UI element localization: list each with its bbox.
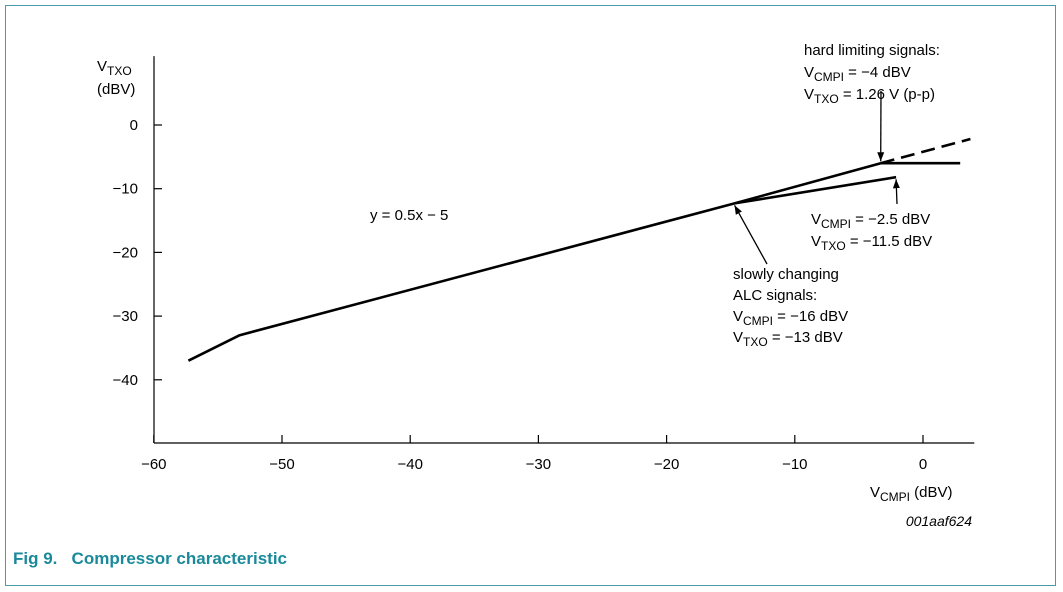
annotation-hard-line: hard limiting signals: bbox=[804, 42, 940, 59]
annotation-slow-arrow bbox=[733, 205, 768, 265]
figure-frame bbox=[5, 5, 1056, 586]
series-line-4 bbox=[734, 175, 897, 205]
figure-caption: Fig 9. Compressor characteristic bbox=[13, 549, 287, 568]
y-axis-unit: (dBV) bbox=[97, 81, 135, 98]
axes bbox=[153, 56, 975, 444]
series-line-2 bbox=[880, 137, 971, 165]
y-tick-label: −30 bbox=[113, 308, 138, 325]
annotation-hard-line: VTXO = 1.26 V (p-p) bbox=[804, 86, 935, 106]
y-axis-label: VTXO bbox=[97, 58, 132, 78]
x-axis-label: VCMPI (dBV) bbox=[870, 484, 953, 504]
x-tick-label: −40 bbox=[397, 456, 422, 473]
labels-group: −60 −50 −40 −30 −20 −10 0 0 −10 −20 −30 −40 VTXO (dBV… bbox=[97, 42, 953, 504]
annotation-limit-line: VCMPI = −2.5 dBV bbox=[811, 211, 930, 231]
annotation-limit-arrow bbox=[892, 179, 900, 205]
annotation-equation-line: y = 0.5x − 5 bbox=[370, 207, 448, 224]
annotation-slow-line: slowly changing bbox=[733, 266, 839, 283]
annotation-slow-line: VTXO = −13 dBV bbox=[733, 329, 843, 349]
annotation-slow-line: ALC signals: bbox=[733, 287, 817, 304]
annotation-hard-line: VCMPI = −4 dBV bbox=[804, 64, 911, 84]
x-tick-label: −30 bbox=[526, 456, 551, 473]
x-tick-label: −20 bbox=[654, 456, 679, 473]
series-group bbox=[187, 137, 971, 362]
y-tick-label: 0 bbox=[130, 117, 138, 134]
annotation-limit-line: VTXO = −11.5 dBV bbox=[811, 233, 932, 253]
y-tick-label: −40 bbox=[113, 372, 138, 389]
figure-code: 001aaf624 bbox=[906, 513, 972, 529]
y-tick-label: −10 bbox=[113, 181, 138, 198]
x-tick-label: −10 bbox=[782, 456, 807, 473]
x-tick-label: −60 bbox=[141, 456, 166, 473]
y-tick-label: −20 bbox=[113, 244, 138, 261]
x-tick-label: −50 bbox=[269, 456, 294, 473]
annotation-slow-line: VCMPI = −16 dBV bbox=[733, 308, 848, 328]
series-line-1 bbox=[187, 161, 882, 362]
x-tick-label: 0 bbox=[919, 456, 927, 473]
